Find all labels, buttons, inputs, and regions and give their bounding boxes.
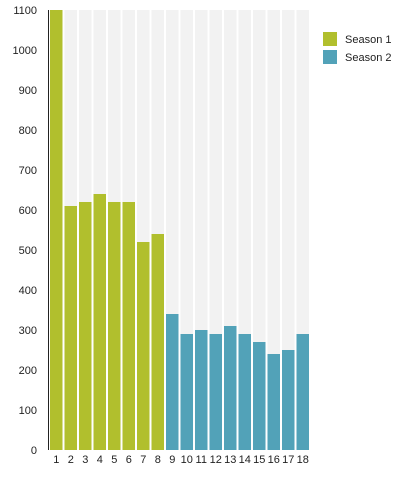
bar-series-1-3 bbox=[79, 202, 92, 450]
y-tick-label-600: 600 bbox=[19, 205, 37, 217]
bar-series-2-12 bbox=[209, 334, 222, 450]
y-tick-label-800: 800 bbox=[19, 125, 37, 137]
x-tick-label-6: 6 bbox=[126, 454, 132, 466]
x-tick-label-7: 7 bbox=[140, 454, 146, 466]
y-tick-label-1000: 1000 bbox=[13, 45, 37, 57]
x-tick-label-1: 1 bbox=[53, 454, 59, 466]
bar-series-1-4 bbox=[93, 194, 106, 450]
x-tick-label-4: 4 bbox=[97, 454, 103, 466]
y-tick-labels: 0 100 200 300 400 500 600 700 800 900 1000 1100 bbox=[13, 5, 37, 457]
x-tick-label-8: 8 bbox=[155, 454, 161, 466]
y-tick-label-900: 900 bbox=[19, 85, 37, 97]
legend-swatch-season-1 bbox=[323, 32, 337, 46]
column-background-17 bbox=[282, 10, 295, 450]
bar-series-2-18 bbox=[296, 334, 309, 450]
bar-series-1-6 bbox=[122, 202, 135, 450]
legend: Season 1 Season 2 bbox=[323, 32, 391, 64]
y-tick-label-400: 400 bbox=[19, 285, 37, 297]
x-tick-label-5: 5 bbox=[111, 454, 117, 466]
x-tick-label-14: 14 bbox=[239, 454, 251, 466]
x-tick-label-11: 11 bbox=[196, 454, 207, 466]
bars bbox=[50, 10, 309, 450]
bar-series-2-10 bbox=[180, 334, 193, 450]
bar-series-2-9 bbox=[166, 314, 179, 450]
bar-series-2-15 bbox=[253, 342, 266, 450]
y-tick-label-100: 100 bbox=[19, 405, 37, 417]
x-tick-label-18: 18 bbox=[297, 454, 309, 466]
bar-series-1-1 bbox=[50, 10, 63, 450]
bar-series-2-13 bbox=[224, 326, 237, 450]
legend-item-season-1: Season 1 bbox=[323, 32, 391, 46]
x-tick-label-3: 3 bbox=[82, 454, 88, 466]
y-tick-label-300: 300 bbox=[19, 325, 37, 337]
x-tick-label-12: 12 bbox=[210, 454, 222, 466]
bar-series-1-5 bbox=[108, 202, 121, 450]
legend-item-season-2: Season 2 bbox=[323, 50, 391, 64]
y-tick-label-500: 500 bbox=[19, 245, 37, 257]
x-tick-label-15: 15 bbox=[253, 454, 265, 466]
column-background-16 bbox=[267, 10, 280, 450]
bar-series-1-2 bbox=[64, 206, 77, 450]
bar-series-1-8 bbox=[151, 234, 164, 450]
legend-swatch-season-2 bbox=[323, 50, 337, 64]
x-tick-label-17: 17 bbox=[282, 454, 294, 466]
legend-label-season-2: Season 2 bbox=[345, 52, 391, 64]
y-tick-label-1100: 1100 bbox=[13, 5, 37, 17]
bar-series-2-17 bbox=[282, 350, 295, 450]
y-tick-label-700: 700 bbox=[19, 165, 37, 177]
y-tick-label-200: 200 bbox=[19, 365, 37, 377]
bar-series-1-7 bbox=[137, 242, 150, 450]
bar-series-2-16 bbox=[267, 354, 280, 450]
x-tick-label-10: 10 bbox=[181, 454, 193, 466]
x-tick-label-13: 13 bbox=[224, 454, 236, 466]
legend-label-season-1: Season 1 bbox=[345, 34, 391, 46]
x-tick-label-9: 9 bbox=[169, 454, 175, 466]
column-background-15 bbox=[253, 10, 266, 450]
x-tick-labels: 1 2 3 4 5 6 7 8 9 10 11 12 13 14 15 16 17 18 bbox=[53, 454, 309, 466]
bar-series-2-11 bbox=[195, 330, 208, 450]
bar-series-2-14 bbox=[238, 334, 251, 450]
y-tick-label-0: 0 bbox=[31, 445, 37, 457]
x-tick-label-2: 2 bbox=[68, 454, 74, 466]
x-tick-label-16: 16 bbox=[268, 454, 280, 466]
